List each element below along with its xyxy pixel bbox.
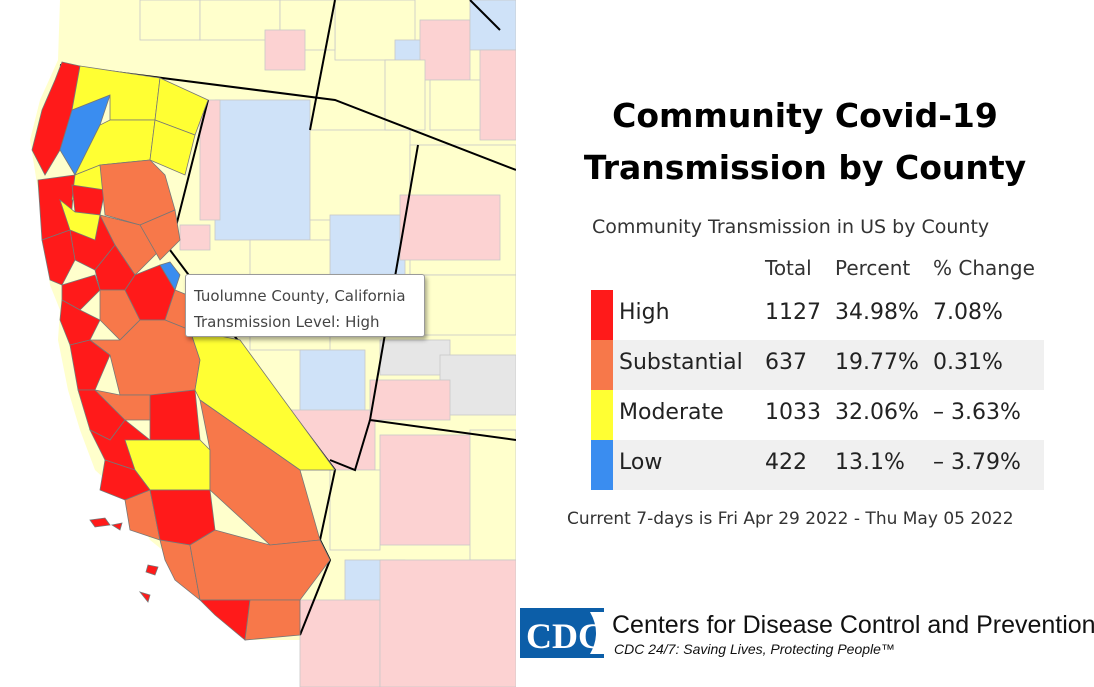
tooltip-transmission-level: Transmission Level: High bbox=[194, 313, 380, 331]
row-total: 1127 bbox=[765, 300, 821, 325]
table-row-high: High 1127 34.98% 7.08% bbox=[591, 290, 1044, 340]
column-header-change: % Change bbox=[933, 256, 1035, 280]
organization-name: Centers for Disease Control and Preventi… bbox=[612, 611, 1094, 639]
county-tooltip: Tuolumne County, California Transmission… bbox=[185, 274, 425, 337]
county-transmission-map[interactable]: Tuolumne County, California Transmission… bbox=[0, 0, 516, 687]
neighbor-counties bbox=[139, 0, 516, 687]
legend-swatch-low bbox=[591, 440, 613, 490]
cdc-logo: CDC bbox=[520, 608, 604, 658]
tooltip-county-name: Tuolumne County, California bbox=[194, 287, 406, 305]
row-percent: 19.77% bbox=[835, 350, 919, 375]
row-change: – 3.79% bbox=[933, 450, 1021, 475]
row-level: Moderate bbox=[619, 400, 724, 425]
row-total: 1033 bbox=[765, 400, 821, 425]
logo-text: CDC bbox=[526, 616, 604, 656]
row-change: – 3.63% bbox=[933, 400, 1021, 425]
page-title: Community Covid-19 Transmission by Count… bbox=[560, 90, 1050, 194]
row-percent: 13.1% bbox=[835, 450, 905, 475]
row-total: 637 bbox=[765, 350, 807, 375]
row-level: High bbox=[619, 300, 670, 325]
row-total: 422 bbox=[765, 450, 807, 475]
date-range-note: Current 7-days is Fri Apr 29 2022 - Thu … bbox=[567, 509, 1014, 529]
row-change: 0.31% bbox=[933, 350, 1003, 375]
row-level: Low bbox=[619, 450, 663, 475]
ocean bbox=[0, 0, 300, 687]
row-level: Substantial bbox=[619, 350, 743, 375]
column-header-percent: Percent bbox=[835, 256, 911, 280]
column-header-total: Total bbox=[765, 256, 812, 280]
legend-swatch-substantial bbox=[591, 340, 613, 390]
table-caption: Community Transmission in US by County bbox=[592, 216, 990, 238]
legend-swatch-moderate bbox=[591, 390, 613, 440]
california-counties bbox=[31, 61, 336, 641]
row-change: 7.08% bbox=[933, 300, 1003, 325]
logo-swoosh bbox=[590, 612, 604, 654]
table-row-substantial: Substantial 637 19.77% 0.31% bbox=[591, 340, 1044, 390]
title-line-1: Community Covid-19 bbox=[612, 96, 998, 135]
table-row-moderate: Moderate 1033 32.06% – 3.63% bbox=[591, 390, 1044, 440]
row-percent: 34.98% bbox=[835, 300, 919, 325]
legend-swatch-high bbox=[591, 290, 613, 340]
title-line-2: Transmission by County bbox=[583, 148, 1027, 187]
table-row-low: Low 422 13.1% – 3.79% bbox=[591, 440, 1044, 490]
organization-tagline: CDC 24/7: Saving Lives, Protecting Peopl… bbox=[614, 641, 895, 657]
row-percent: 32.06% bbox=[835, 400, 919, 425]
